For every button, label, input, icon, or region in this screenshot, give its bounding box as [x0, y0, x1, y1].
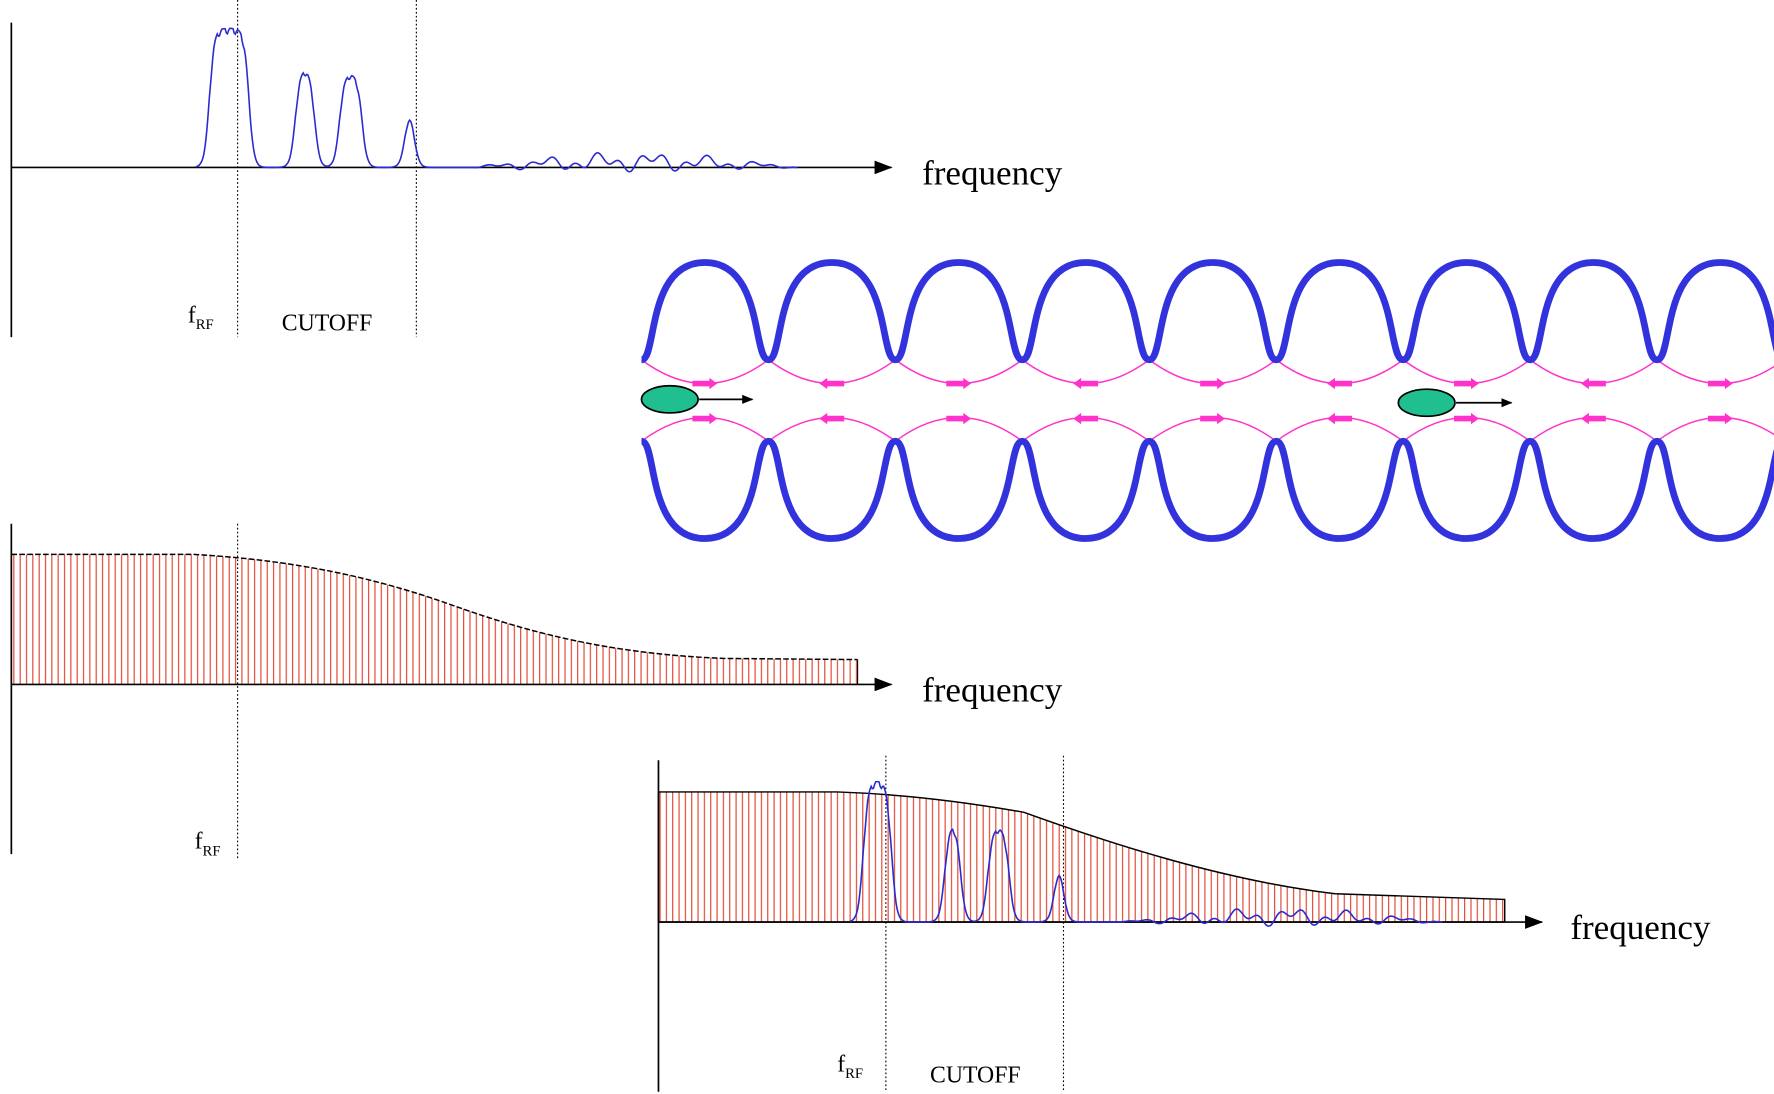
field-arrow	[1327, 377, 1352, 390]
spectrum-panel: frequency fRF CUTOFF	[10, 0, 1063, 338]
field-arrow	[1073, 412, 1099, 425]
impedance-panel: frequency fRF	[10, 523, 1063, 860]
field-arrow	[1073, 377, 1099, 390]
impedance-area	[657, 791, 1506, 923]
field-arrow	[819, 412, 845, 425]
field-arrow	[692, 412, 718, 425]
field-line	[1148, 359, 1277, 385]
bunch	[1397, 388, 1456, 418]
rf-label: fRF	[188, 302, 214, 333]
cutoff-label: CUTOFF	[930, 1063, 1021, 1089]
field-arrow	[1454, 377, 1479, 390]
field-arrow	[1580, 412, 1606, 425]
spectrum	[195, 27, 798, 173]
field-arrow	[692, 377, 718, 390]
field-line	[1275, 359, 1404, 385]
rf-main: f	[188, 302, 196, 328]
field-arrow	[1200, 412, 1226, 425]
rf-sub: RF	[203, 843, 221, 859]
cavity-wall	[640, 437, 1774, 542]
rf-main: f	[837, 1051, 845, 1077]
field-arrow	[1580, 377, 1606, 390]
rf-sub: RF	[845, 1066, 863, 1082]
rf-label: fRF	[195, 829, 221, 860]
cavity-wall	[640, 259, 1774, 364]
rf-main: f	[195, 829, 203, 855]
field-line	[1656, 359, 1774, 385]
spectrum	[849, 780, 1443, 927]
field-line	[1021, 359, 1150, 385]
axis-label: frequency	[922, 153, 1063, 192]
field-line	[894, 359, 1023, 385]
field-arrow	[946, 412, 972, 425]
rf-sub: RF	[196, 317, 214, 333]
field-line	[767, 359, 896, 385]
impedance-area	[11, 554, 858, 685]
cutoff-label: CUTOFF	[282, 310, 373, 336]
field-line	[1402, 359, 1531, 385]
field-arrow	[1707, 377, 1733, 390]
axis-label: frequency	[922, 670, 1063, 709]
field-line	[1529, 359, 1658, 385]
field-arrow	[1454, 412, 1479, 425]
cavity-structure	[640, 259, 1774, 542]
field-arrow	[819, 377, 845, 390]
bunch	[640, 384, 699, 414]
rf-label: fRF	[837, 1051, 863, 1082]
impedance-curve	[11, 553, 858, 661]
axis-label: frequency	[1570, 908, 1711, 947]
field-line	[641, 359, 769, 385]
field-arrow	[1200, 377, 1226, 390]
field-arrow	[1327, 412, 1352, 425]
field-arrow	[946, 377, 972, 390]
combined-panel: frequency fRF CUTOFF	[657, 755, 1711, 1092]
field-arrow	[1707, 412, 1733, 425]
